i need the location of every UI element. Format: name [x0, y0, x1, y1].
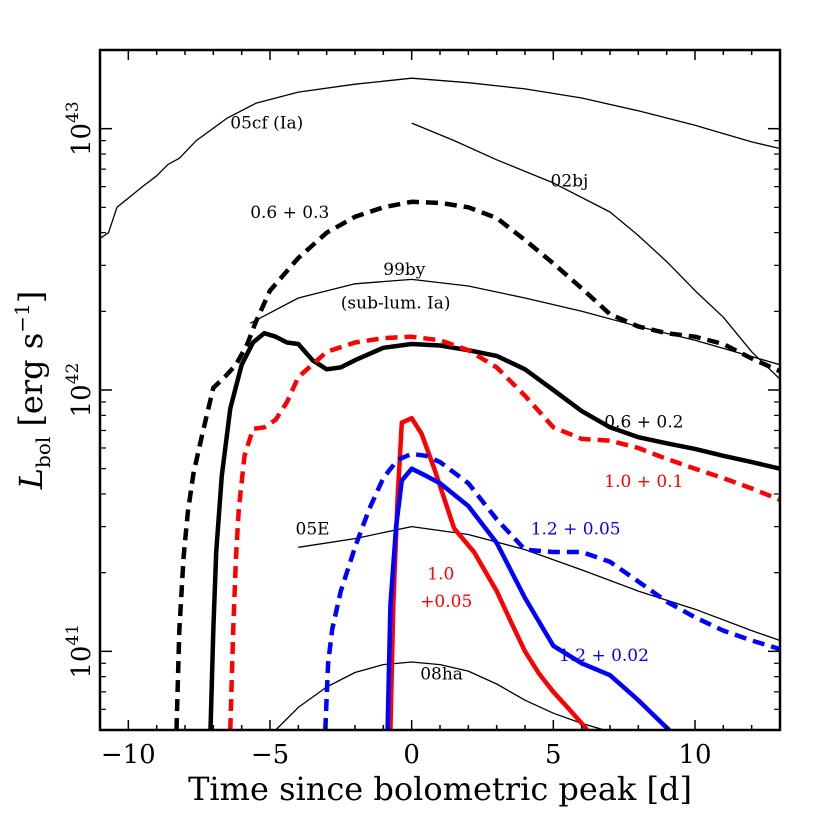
y-axis-label-exponent: −1	[10, 303, 34, 332]
series-line-99by	[249, 278, 780, 366]
annotation-0-6-0-3: 0.6 + 0.3	[250, 203, 329, 223]
y-tick-label: 1042	[63, 363, 97, 418]
y-axis-label-close: ]	[12, 291, 50, 303]
x-tick-label: 10	[678, 740, 711, 770]
annotation-1-0-b: +0.05	[420, 592, 472, 612]
y-tick-label: 1043	[63, 101, 97, 156]
x-tick-label: 0	[403, 740, 420, 770]
annotation-1-0-a: 1.0	[427, 565, 454, 585]
series-line-1-2-0-05	[323, 451, 780, 730]
x-tick-label: 5	[545, 740, 562, 770]
series-line-0-6-0-2	[208, 330, 780, 730]
y-axis-label-symbol: L	[12, 468, 50, 490]
annotation-1-2-0-02: 1.2 + 0.02	[559, 646, 649, 666]
series-line-1-2-0-02	[385, 466, 671, 730]
x-tick-label: −10	[101, 740, 156, 770]
x-axis-label: Time since bolometric peak [d]	[188, 770, 692, 808]
annotation-02bj: 02bj	[551, 172, 589, 192]
annotation-05cf: 05cf (Ia)	[230, 114, 303, 134]
series-line-1-0-0-05	[388, 415, 590, 730]
series-line-0-6-0-3	[174, 199, 780, 730]
annotation-05E: 05E	[296, 520, 330, 540]
series-line-05cf	[100, 77, 780, 240]
annotation-08ha: 08ha	[420, 665, 463, 685]
y-axis-label: Lbol [erg s−1]	[10, 291, 55, 490]
annotation-1-2-0-05: 1.2 + 0.05	[531, 520, 621, 540]
x-tick-label: −5	[251, 740, 289, 770]
series-line-1-0-0-1	[228, 334, 780, 730]
annotation-1-0-0-1: 1.0 + 0.1	[604, 472, 683, 492]
annotation-0-6-0-2: 0.6 + 0.2	[604, 412, 683, 432]
annotation-99by-1: 99by	[383, 260, 426, 280]
y-axis-label-subscript: bol	[31, 437, 55, 468]
plot-frame	[98, 48, 782, 732]
y-tick-label: 1041	[63, 624, 97, 679]
series-line-05E	[298, 525, 780, 642]
series-line-02bj	[411, 122, 780, 380]
annotation-99by-2: (sub-lum. Ia)	[341, 294, 451, 314]
y-axis-label-units: [erg s	[12, 333, 50, 437]
